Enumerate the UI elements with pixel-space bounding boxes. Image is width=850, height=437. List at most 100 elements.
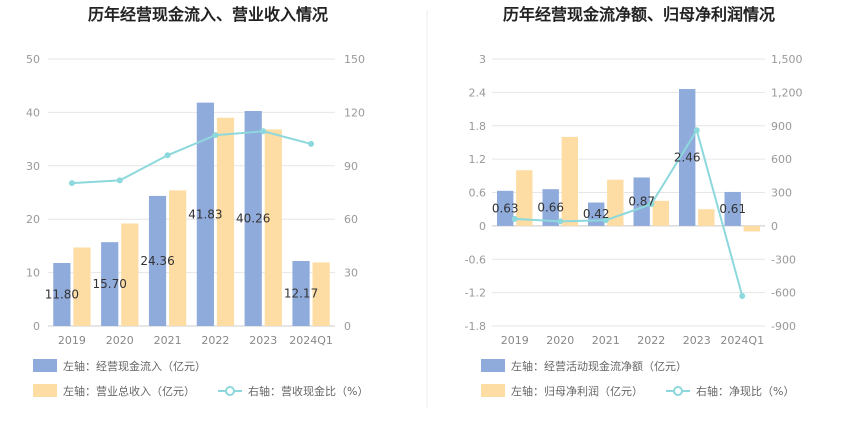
legend-swatch: [33, 359, 57, 372]
data-label: 24.36: [140, 254, 174, 268]
left-axis-tick: -0.6: [465, 253, 486, 266]
line-point: [693, 127, 700, 134]
category-label: 2020: [546, 334, 574, 347]
right-axis-tick: 900: [771, 120, 792, 133]
left-axis-tick: 0: [479, 220, 486, 233]
bar-primary: [101, 242, 119, 326]
left-axis-tick: 0.6: [469, 187, 487, 200]
bar-primary: [148, 195, 167, 326]
bar-primary: [542, 189, 559, 226]
category-label: 2021: [154, 334, 182, 347]
data-label: 0.66: [537, 201, 564, 215]
line-point: [212, 132, 219, 139]
left-axis-tick: 40: [26, 106, 40, 119]
right-axis-tick: -900: [771, 320, 796, 333]
bar-primary: [292, 261, 310, 326]
data-label: 15.70: [93, 277, 127, 291]
right-axis-tick: 150: [344, 53, 365, 66]
right-axis-tick: 120: [344, 106, 365, 119]
line-point: [308, 140, 315, 147]
line-point: [164, 152, 171, 159]
line-point: [511, 215, 518, 222]
category-label: 2024Q1: [720, 334, 764, 347]
chart-title: 历年经营现金流净额、归母净利润情况: [503, 5, 775, 24]
line-point: [557, 218, 564, 225]
bar-secondary: [698, 209, 715, 226]
right-axis-tick: 0: [344, 320, 351, 333]
right-axis-tick: 1,200: [771, 86, 803, 99]
bar-secondary: [607, 179, 624, 226]
bar-secondary: [743, 225, 760, 232]
left-axis-tick: 50: [26, 53, 40, 66]
left-axis-tick: 3: [479, 53, 486, 66]
legend-swatch: [481, 384, 505, 397]
line-point: [739, 292, 746, 299]
data-label: 0.87: [628, 195, 655, 209]
data-label: 0.42: [583, 207, 610, 221]
right-axis-tick: 90: [344, 160, 358, 173]
category-label: 2024Q1: [289, 334, 333, 347]
category-label: 2023: [683, 334, 711, 347]
left-axis-tick: 10: [26, 267, 40, 280]
legend-swatch: [33, 384, 57, 397]
bar-secondary: [516, 170, 533, 226]
left-axis-tick: 2.4: [469, 86, 487, 99]
legend-label: 左轴：归母净利润（亿元）: [511, 384, 643, 398]
left-axis-tick: -1.2: [465, 287, 486, 300]
data-label: 2.46: [674, 150, 701, 164]
data-label: 40.26: [236, 212, 270, 226]
bar-primary: [724, 191, 741, 226]
bar-primary: [497, 190, 514, 226]
right-axis-tick: 0: [771, 220, 778, 233]
legend-label: 右轴：净现比（%）: [696, 384, 794, 398]
right-axis-tick: 600: [771, 153, 792, 166]
bar-primary: [53, 262, 71, 326]
right-axis-tick: 300: [771, 187, 792, 200]
data-label: 0.63: [492, 201, 519, 215]
legend-swatch: [481, 359, 505, 372]
legend-swatch-marker: [225, 386, 235, 396]
left-axis-tick: 0: [33, 320, 40, 333]
line-point: [260, 128, 267, 135]
legend-label: 左轴：经营现金流入（亿元）: [63, 359, 206, 373]
category-label: 2022: [201, 334, 229, 347]
line-point: [648, 201, 655, 208]
data-label: 41.83: [188, 207, 222, 221]
chart-title: 历年经营现金流入、营业收入情况: [88, 5, 328, 24]
right-axis-tick: -600: [771, 287, 796, 300]
left-axis-tick: 1.2: [469, 153, 487, 166]
bar-secondary: [121, 223, 139, 326]
line-point: [116, 177, 123, 184]
series-line: [71, 130, 312, 185]
line-point: [602, 217, 609, 224]
left-axis-tick: 1.8: [469, 120, 487, 133]
right-axis-tick: -300: [771, 253, 796, 266]
chart-net-cashflow-net-profit: 历年经营现金流净额、归母净利润情况 -1.8 -900 -1.2 -600 -0.6 -30…: [465, 5, 803, 398]
bar-primary: [196, 102, 214, 326]
bar-primary: [679, 89, 696, 226]
category-label: 2019: [501, 334, 529, 347]
series-line: [514, 127, 744, 297]
category-label: 2022: [637, 334, 665, 347]
right-axis-tick: 30: [344, 267, 358, 280]
bar-secondary: [73, 247, 91, 326]
legend-label: 右轴：营收现金比（%）: [248, 384, 368, 398]
left-axis-tick: -1.8: [465, 320, 486, 333]
bar-primary: [633, 177, 650, 226]
legend-label: 左轴：经营活动现金流净额（亿元）: [511, 359, 687, 373]
left-axis-tick: 30: [26, 160, 40, 173]
bar-secondary: [169, 190, 187, 326]
bar-secondary: [652, 200, 669, 226]
category-label: 2023: [249, 334, 277, 347]
category-label: 2020: [106, 334, 134, 347]
data-label: 11.80: [45, 287, 79, 301]
legend-swatch-marker: [673, 386, 683, 396]
right-axis-tick: 1,500: [771, 53, 803, 66]
line-point: [68, 180, 75, 187]
bar-primary: [244, 111, 262, 326]
category-label: 2021: [592, 334, 620, 347]
bar-secondary: [216, 117, 235, 327]
bar-secondary: [264, 129, 282, 326]
data-label: 0.61: [719, 202, 746, 216]
